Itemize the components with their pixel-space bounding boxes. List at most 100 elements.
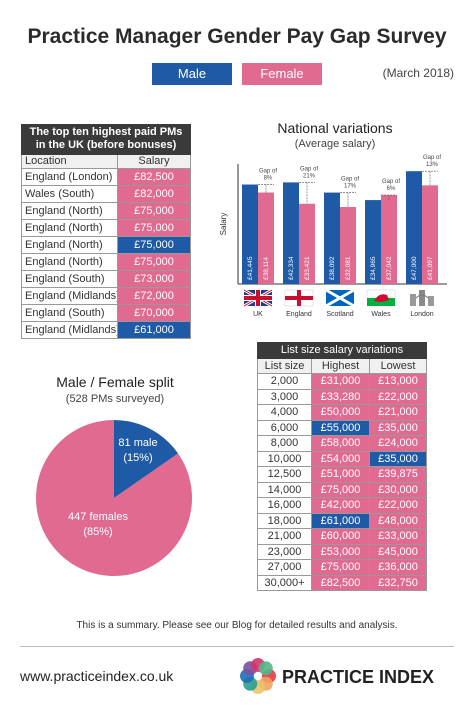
national-title: National variations bbox=[277, 120, 393, 136]
tower-shape bbox=[428, 296, 434, 306]
location-cell: England (North) bbox=[22, 254, 118, 270]
list-size-heading: List size salary variations bbox=[257, 342, 427, 359]
survey-date: (March 2018) bbox=[382, 66, 454, 80]
list-size-cell: 21,000 bbox=[258, 529, 312, 544]
lowest-cell: £24,000 bbox=[370, 436, 426, 451]
category-label: England bbox=[286, 311, 312, 318]
lowest-cell: £35,000 bbox=[370, 420, 426, 435]
table-row: 27,000 £75,000 £36,000 bbox=[257, 560, 427, 576]
column-location: Location bbox=[22, 155, 118, 168]
gap-label: Gap of bbox=[341, 177, 359, 183]
london-icon bbox=[410, 294, 416, 306]
bar-male-label: £42,334 bbox=[288, 256, 295, 280]
table-row: 18,000 £61,000 £48,000 bbox=[257, 513, 427, 529]
list-size-cell: 6,000 bbox=[258, 420, 312, 435]
highest-cell: £82,500 bbox=[312, 575, 370, 590]
highest-cell: £60,000 bbox=[312, 529, 370, 544]
category-label: UK bbox=[253, 311, 263, 318]
highest-cell: £42,000 bbox=[312, 498, 370, 513]
salary-cell: £61,000 bbox=[118, 322, 190, 338]
list-size-cell: 10,000 bbox=[258, 451, 312, 466]
split-title: Male / Female split bbox=[56, 374, 174, 390]
list-size-cell: 16,000 bbox=[258, 498, 312, 513]
lowest-cell: £22,000 bbox=[370, 389, 426, 404]
pie-label-male-percent: (15%) bbox=[123, 452, 152, 464]
brand-name: PRACTICE INDEX bbox=[282, 667, 435, 687]
gap-value: 6% bbox=[387, 186, 396, 192]
list-size-table: List size salary variations List size Hi… bbox=[257, 342, 427, 591]
table-row: 30,000+ £82,500 £32,750 bbox=[257, 575, 427, 591]
column-salary: Salary bbox=[138, 155, 170, 167]
table-row: 14,000 £75,000 £30,000 bbox=[257, 482, 427, 498]
location-cell: England (South) bbox=[22, 271, 118, 287]
list-size-cell: 30,000+ bbox=[258, 575, 312, 590]
practice-index-logo-icon bbox=[240, 658, 276, 694]
flag-stripe bbox=[244, 296, 272, 300]
highest-cell: £51,000 bbox=[312, 467, 370, 482]
list-size-cell: 3,000 bbox=[258, 389, 312, 404]
bar-female bbox=[258, 192, 274, 284]
bar-male-label: £38,092 bbox=[329, 256, 336, 280]
top-ten-column-headers: Location Salary bbox=[21, 155, 191, 169]
location-cell: England (South) bbox=[22, 305, 118, 321]
table-row: England (North) £75,000 bbox=[21, 203, 191, 220]
table-row: 3,000 £33,280 £22,000 bbox=[257, 389, 427, 405]
list-size-cell: 12,500 bbox=[258, 467, 312, 482]
gap-value: 8% bbox=[264, 176, 273, 182]
national-subtitle: (Average salary) bbox=[294, 138, 376, 150]
column-list-size: List size bbox=[258, 359, 312, 373]
lowest-cell: £48,000 bbox=[370, 513, 426, 528]
lowest-cell: £33,000 bbox=[370, 529, 426, 544]
highest-cell: £61,000 bbox=[312, 513, 370, 528]
table-row: England (North) £75,000 bbox=[21, 237, 191, 254]
column-highest: Highest bbox=[312, 359, 370, 373]
table-row: 8,000 £58,000 £24,000 bbox=[257, 436, 427, 452]
highest-cell: £54,000 bbox=[312, 451, 370, 466]
footnote: This is a summary. Please see our Blog f… bbox=[76, 620, 398, 631]
highest-cell: £31,000 bbox=[312, 374, 370, 389]
list-size-column-headers: List size Highest Lowest bbox=[257, 359, 427, 374]
table-row: 21,000 £60,000 £33,000 bbox=[257, 529, 427, 545]
list-size-cell: 14,000 bbox=[258, 482, 312, 497]
list-size-cell: 2,000 bbox=[258, 374, 312, 389]
flag-stripe bbox=[325, 288, 355, 308]
gender-pie-chart: 81 male (15%) 447 females (85%) bbox=[35, 420, 192, 576]
highest-cell: £75,000 bbox=[312, 482, 370, 497]
location-cell: England (London) bbox=[22, 169, 118, 185]
table-row: 12,500 £51,000 £39,875 bbox=[257, 467, 427, 483]
salary-cell: £70,000 bbox=[118, 305, 190, 321]
salary-cell: £75,000 bbox=[118, 220, 190, 236]
dragon-shape bbox=[374, 294, 389, 302]
lowest-cell: £13,000 bbox=[370, 374, 426, 389]
lowest-cell: £45,000 bbox=[370, 544, 426, 559]
top-ten-rows: England (London) £82,500 Wales (South) £82,… bbox=[21, 169, 191, 339]
gap-label: Gap of bbox=[423, 155, 441, 161]
salary-cell: £75,000 bbox=[118, 203, 190, 219]
list-size-cell: 18,000 bbox=[258, 513, 312, 528]
legend-female: Female bbox=[242, 63, 322, 85]
pie-label-female: 447 females bbox=[68, 511, 128, 523]
list-size-cell: 23,000 bbox=[258, 544, 312, 559]
salary-cell: £82,000 bbox=[118, 186, 190, 202]
gap-label: Gap of bbox=[382, 179, 400, 185]
bar-male bbox=[324, 192, 340, 284]
bar-female-label: £32,081 bbox=[345, 256, 352, 280]
column-lowest: Lowest bbox=[380, 360, 416, 372]
pie-slice-female bbox=[35, 420, 192, 576]
website-link[interactable]: www.practiceindex.co.uk bbox=[20, 668, 174, 684]
bar-female bbox=[340, 207, 356, 284]
highest-cell: £53,000 bbox=[312, 544, 370, 559]
bar-female-label: £37,042 bbox=[386, 256, 393, 280]
location-cell: Wales (South) bbox=[22, 186, 118, 202]
location-cell: England (North) bbox=[22, 237, 118, 253]
pie-slice-male bbox=[114, 420, 179, 498]
salary-cell: £75,000 bbox=[118, 254, 190, 270]
category-label: Scotland bbox=[326, 311, 353, 318]
page-title: Practice Manager Gender Pay Gap Survey bbox=[27, 25, 447, 48]
highest-cell: £33,280 bbox=[312, 389, 370, 404]
highest-cell: £50,000 bbox=[312, 405, 370, 420]
pie-label-female-percent: (85%) bbox=[83, 526, 112, 538]
salary-cell: £72,000 bbox=[118, 288, 190, 304]
category-label: London bbox=[410, 311, 433, 318]
